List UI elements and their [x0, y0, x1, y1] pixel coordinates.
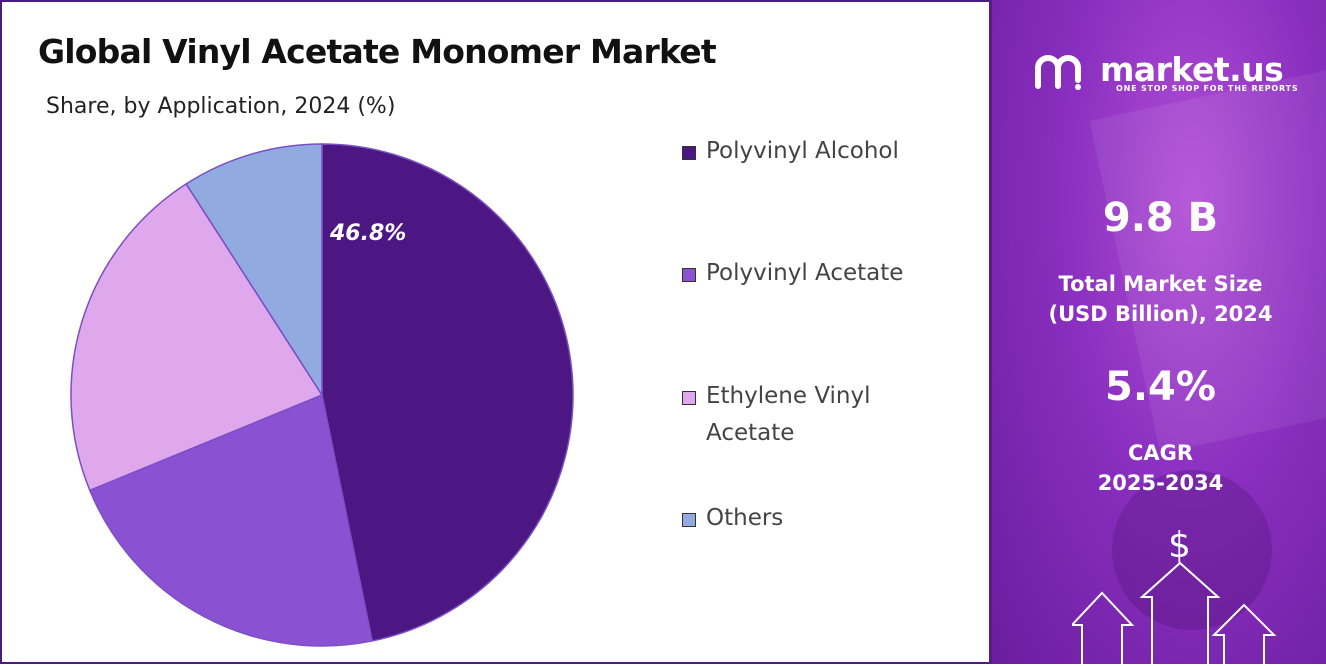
- pie-slice-ethylene-vinyl-acetate: [70, 182, 324, 492]
- legend-label: Ethylene Vinyl Acetate: [706, 383, 871, 446]
- chart-subtitle: Share, by Application, 2024 (%): [46, 94, 396, 119]
- legend-label: Polyvinyl Alcohol: [706, 138, 899, 164]
- brand-tagline: ONE STOP SHOP FOR THE REPORTS: [1116, 84, 1299, 93]
- chart-title: Global Vinyl Acetate Monomer Market: [38, 32, 717, 71]
- cagr-period: 2025-2034: [1097, 471, 1224, 495]
- legend-item-ethylene-vinyl-acetate: Ethylene Vinyl Acetate: [682, 383, 892, 452]
- dollar-icon: $: [1168, 525, 1191, 566]
- brand-logo: market.us: [1034, 50, 1284, 90]
- stats-panel: market.us ONE STOP SHOP FOR THE REPORTS …: [989, 0, 1326, 664]
- legend-item-polyvinyl-acetate: Polyvinyl Acetate: [682, 260, 982, 292]
- brand-name: market.us: [1100, 50, 1284, 89]
- legend-item-polyvinyl-alcohol: Polyvinyl Alcohol: [682, 138, 982, 170]
- data-label-polyvinyl-alcohol: 46.8%: [329, 221, 406, 246]
- pie-slice-others: [185, 143, 323, 398]
- cagr-value: 5.4%: [1105, 364, 1216, 410]
- pie-chart: 46.8%: [70, 143, 574, 647]
- chart-panel: Global Vinyl Acetate Monomer Market Shar…: [0, 0, 989, 664]
- market-size-label: Total Market Size: [1058, 272, 1263, 296]
- pie-slice-polyvinyl-alcohol: [321, 143, 574, 642]
- background-decoration: [1112, 470, 1272, 630]
- legend-swatch: [682, 146, 696, 160]
- pie-slice-polyvinyl-acetate: [88, 393, 374, 647]
- legend-item-others: Others: [682, 505, 982, 537]
- market-us-logo-icon: [1035, 55, 1081, 90]
- market-size-value: 9.8 B: [1102, 195, 1219, 241]
- legend-label: Others: [706, 505, 784, 531]
- market-size-label-year: (USD Billion), 2024: [1048, 302, 1273, 326]
- cagr-label: CAGR: [1127, 441, 1194, 465]
- up-arrow-icon: [1072, 561, 1277, 664]
- legend-swatch: [682, 391, 696, 405]
- legend-swatch: [682, 513, 696, 527]
- legend-swatch: [682, 268, 696, 282]
- legend-label: Polyvinyl Acetate: [706, 260, 904, 286]
